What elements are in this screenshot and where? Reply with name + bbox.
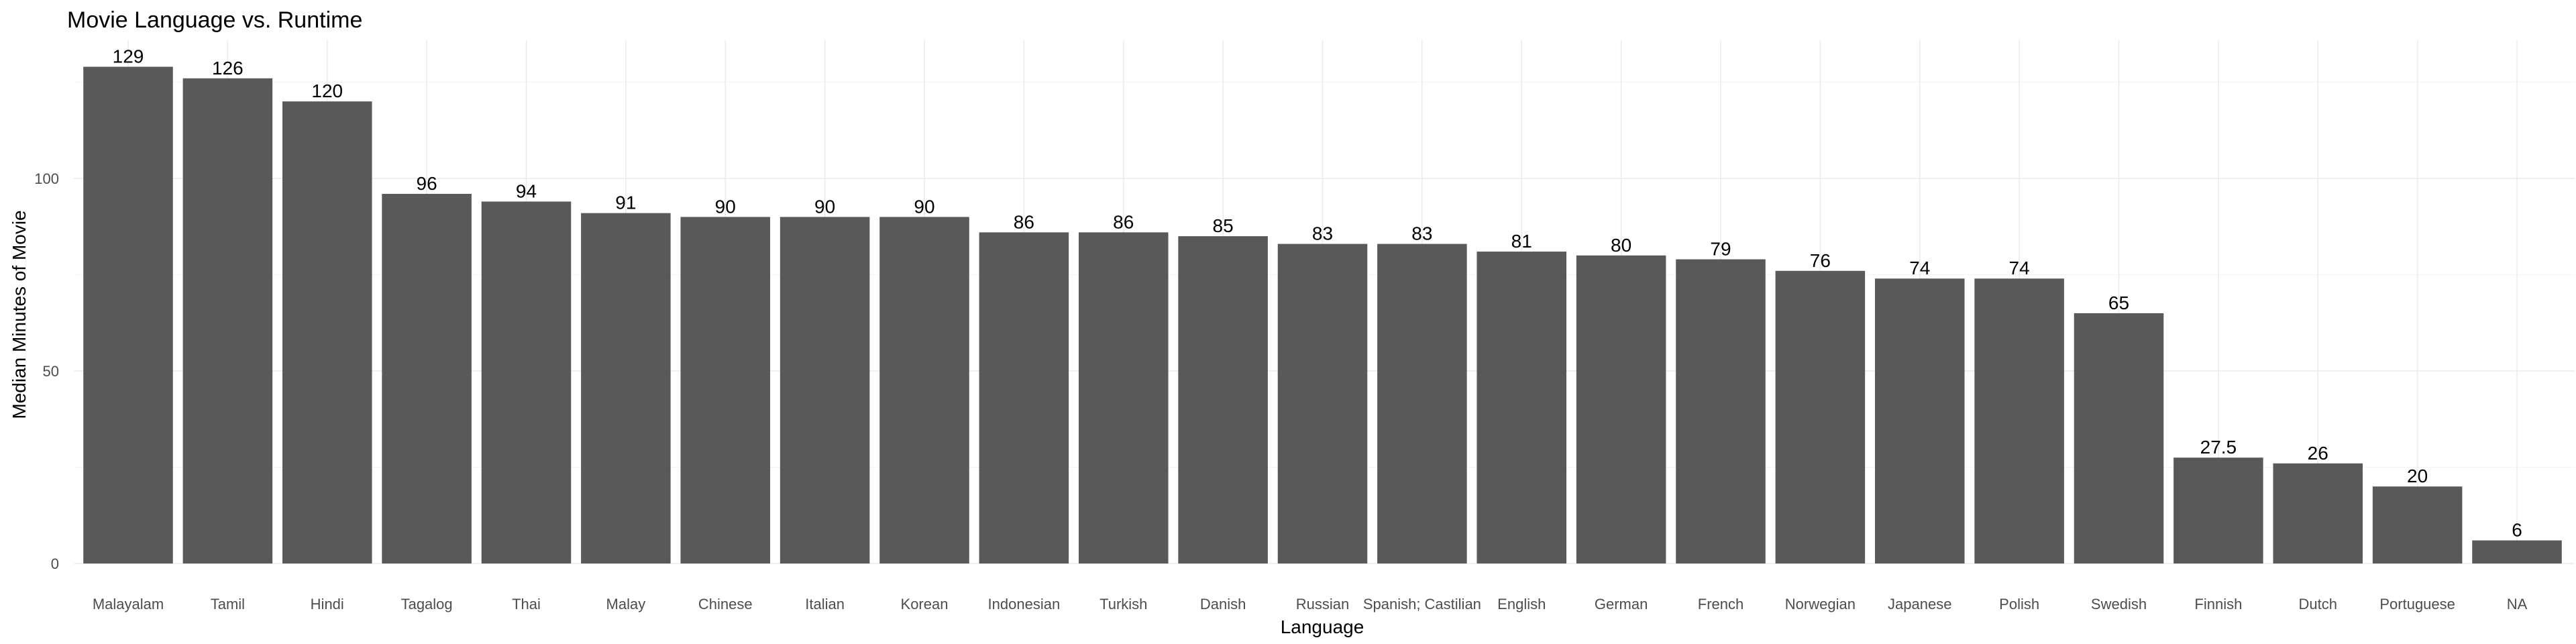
data-label: 90 bbox=[914, 196, 934, 217]
y-axis-title: Median Minutes of Movie bbox=[9, 210, 30, 419]
data-label: 90 bbox=[814, 196, 835, 217]
x-tick-label: German bbox=[1595, 596, 1648, 612]
bar bbox=[2174, 458, 2263, 564]
data-label: 27.5 bbox=[2200, 437, 2237, 458]
data-label: 96 bbox=[417, 173, 437, 194]
x-tick-label: Portuguese bbox=[2379, 596, 2455, 612]
bar bbox=[481, 201, 572, 564]
data-label: 85 bbox=[1213, 215, 1234, 236]
x-axis-ticks: Malayalam Tamil Hindi Tagalog Thai Malay Chine… bbox=[93, 596, 2528, 612]
data-label: 120 bbox=[311, 80, 343, 101]
data-label: 86 bbox=[1113, 211, 1134, 232]
bar bbox=[1676, 259, 1766, 564]
y-tick-label: 50 bbox=[43, 363, 59, 380]
data-labels: 129 126 120 96 94 91 90 90 90 86 86 85 83 83 81 80 79 76 7… bbox=[113, 46, 2522, 541]
data-label: 65 bbox=[2108, 292, 2129, 313]
x-tick-label: Korean bbox=[901, 596, 949, 612]
x-tick-label: Polish bbox=[1999, 596, 2039, 612]
data-label: 80 bbox=[1611, 235, 1631, 256]
x-tick-label: NA bbox=[2507, 596, 2528, 612]
data-label: 76 bbox=[1810, 250, 1831, 271]
bar bbox=[2472, 540, 2562, 564]
data-label: 6 bbox=[2512, 520, 2522, 541]
x-tick-label: Norwegian bbox=[1785, 596, 1856, 612]
bar bbox=[1277, 244, 1368, 564]
x-tick-label: Tamil bbox=[211, 596, 245, 612]
x-tick-label: Chinese bbox=[698, 596, 753, 612]
data-label: 91 bbox=[615, 193, 636, 213]
bar bbox=[1576, 255, 1666, 564]
x-tick-label: Hindi bbox=[311, 596, 344, 612]
bar bbox=[1078, 232, 1169, 564]
data-label: 74 bbox=[1909, 258, 1930, 278]
x-tick-label: Russian bbox=[1296, 596, 1349, 612]
bar bbox=[2273, 463, 2363, 564]
x-tick-label: Spanish; Castilian bbox=[1363, 596, 1481, 612]
bar bbox=[83, 66, 173, 564]
x-tick-label: Thai bbox=[512, 596, 541, 612]
bar bbox=[1775, 270, 1866, 564]
data-label: 20 bbox=[2407, 466, 2428, 486]
data-label: 79 bbox=[1710, 239, 1731, 260]
bar bbox=[1974, 278, 2064, 564]
x-tick-label: Italian bbox=[805, 596, 845, 612]
bar bbox=[680, 217, 771, 564]
data-label: 86 bbox=[1014, 211, 1034, 232]
x-tick-label: Malay bbox=[606, 596, 646, 612]
bar bbox=[182, 78, 273, 564]
x-tick-label: English bbox=[1497, 596, 1546, 612]
data-label: 94 bbox=[516, 180, 537, 201]
bar bbox=[2074, 313, 2164, 564]
bar bbox=[1477, 252, 1567, 564]
data-label: 90 bbox=[715, 196, 736, 217]
y-tick-label: 0 bbox=[51, 555, 59, 572]
x-tick-label: Finnish bbox=[2194, 596, 2242, 612]
data-label: 83 bbox=[1411, 223, 1432, 244]
x-tick-label: Malayalam bbox=[93, 596, 164, 612]
x-tick-label: Indonesian bbox=[988, 596, 1061, 612]
data-label: 26 bbox=[2308, 443, 2328, 464]
x-tick-label: Japanese bbox=[1888, 596, 1951, 612]
bar bbox=[1377, 244, 1467, 564]
data-label: 81 bbox=[1511, 231, 1532, 252]
y-axis-ticks: 0 50 100 bbox=[34, 170, 59, 572]
bar bbox=[1874, 278, 1965, 564]
bar bbox=[979, 232, 1069, 564]
x-tick-label: Turkish bbox=[1099, 596, 1147, 612]
x-tick-label: Dutch bbox=[2299, 596, 2337, 612]
bar bbox=[2372, 486, 2463, 564]
bar bbox=[780, 217, 870, 564]
data-label: 83 bbox=[1312, 223, 1333, 244]
x-tick-label: Danish bbox=[1200, 596, 1246, 612]
bar bbox=[382, 193, 472, 564]
x-tick-label: French bbox=[1698, 596, 1743, 612]
bar bbox=[282, 101, 372, 564]
x-tick-label: Swedish bbox=[2091, 596, 2147, 612]
data-label: 74 bbox=[2009, 258, 2030, 278]
data-label: 126 bbox=[212, 58, 244, 78]
y-tick-label: 100 bbox=[34, 170, 59, 187]
bar bbox=[581, 213, 671, 564]
bar bbox=[1178, 236, 1268, 564]
x-axis-title: Language bbox=[1281, 616, 1364, 637]
x-tick-label: Tagalog bbox=[401, 596, 453, 612]
bars bbox=[83, 66, 2562, 564]
data-label: 129 bbox=[113, 46, 144, 67]
bar bbox=[879, 217, 969, 564]
chart-title: Movie Language vs. Runtime bbox=[67, 7, 362, 33]
